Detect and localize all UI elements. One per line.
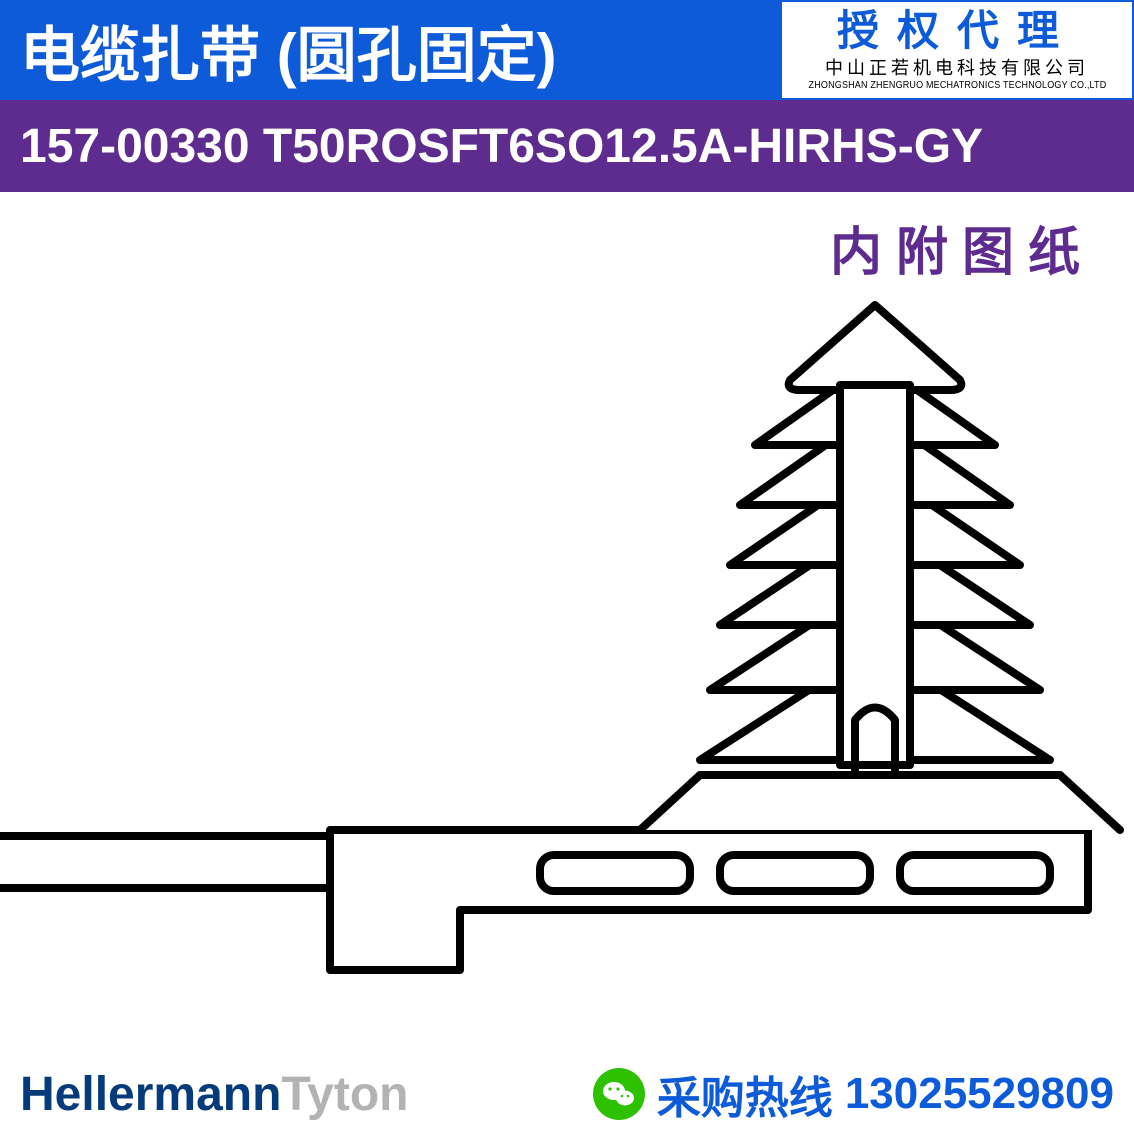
part-number-text: 157-00330 T50ROSFT6SO12.5A-HIRHS-GY: [20, 119, 983, 174]
header-blue-panel: 电缆扎带 (圆孔固定): [0, 0, 780, 100]
brand-logo: HellermannTyton: [20, 1067, 409, 1122]
wechat-icon: [593, 1068, 645, 1120]
brand-part2: Tyton: [281, 1068, 408, 1121]
authorized-label: 授权代理: [837, 10, 1077, 52]
part-number-bar: 157-00330 T50ROSFT6SO12.5A-HIRHS-GY: [0, 100, 1134, 192]
cable-tie-drawing: [0, 270, 1134, 1040]
hotline-label: 采购热线: [657, 1062, 833, 1126]
technical-diagram: [0, 270, 1134, 1040]
header-row: 电缆扎带 (圆孔固定) 授权代理 中山正若机电科技有限公司 ZHONGSHAN …: [0, 0, 1134, 100]
footer-bar: HellermannTyton 采购热线 13025529809: [0, 1054, 1134, 1134]
brand-part1: Hellermann: [20, 1068, 281, 1121]
authorized-dealer-panel: 授权代理 中山正若机电科技有限公司 ZHONGSHAN ZHENGRUO MEC…: [780, 0, 1134, 100]
company-name-en: ZHONGSHAN ZHENGRUO MECHATRONICS TECHNOLO…: [808, 80, 1106, 91]
hotline-number: 13025529809: [845, 1069, 1114, 1119]
product-category-title: 电缆扎带 (圆孔固定): [20, 7, 557, 94]
company-name-cn: 中山正若机电科技有限公司: [825, 54, 1089, 80]
footer-contact: 采购热线 13025529809: [593, 1062, 1114, 1126]
